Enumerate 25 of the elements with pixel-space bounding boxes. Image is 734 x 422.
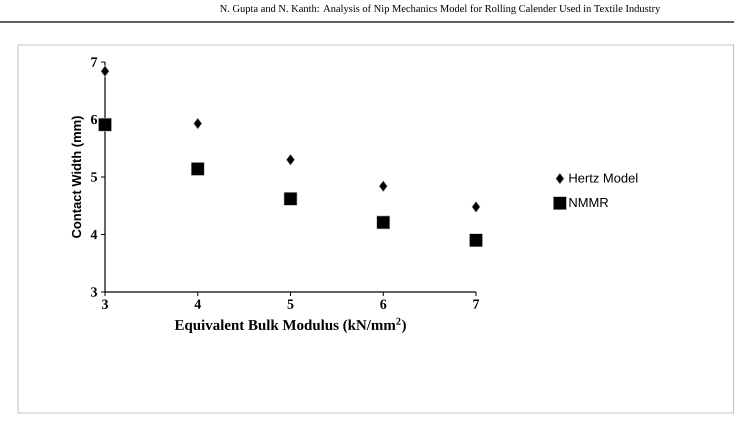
point <box>376 216 390 230</box>
point <box>190 162 205 176</box>
point <box>98 118 112 132</box>
point <box>378 180 388 192</box>
point <box>100 65 110 77</box>
legend-label: Hertz Model <box>569 173 638 183</box>
point <box>284 192 298 206</box>
text: N. Gupta and N. Kanth: Analysis of Nip Mechanics Model for Rolling Calender Used in Textile Industry <box>220 4 660 14</box>
x-tick-label: 4 <box>194 300 201 309</box>
y-axis-title: Contact Width (mm) <box>72 116 84 238</box>
point <box>193 118 202 130</box>
x-tick-label: 3 <box>102 300 108 309</box>
x-tick-label: 7 <box>473 300 480 309</box>
x-tick-label: 6 <box>380 300 386 309</box>
y-tick-label: 5 <box>91 172 97 182</box>
x-tick-label: 5 <box>288 300 294 309</box>
point <box>286 154 295 166</box>
y-tick-label: 6 <box>90 114 98 124</box>
y-tick-label: 3 <box>91 287 98 297</box>
point <box>472 201 480 213</box>
y-tick-label: 7 <box>91 57 98 67</box>
y-tick-label: 4 <box>90 230 98 240</box>
legend-label: NMMR <box>569 198 608 207</box>
point <box>469 233 483 248</box>
x-axis-title: Equivalent Bulk Modulus (kN/mm$^{2}$) <box>174 318 406 334</box>
